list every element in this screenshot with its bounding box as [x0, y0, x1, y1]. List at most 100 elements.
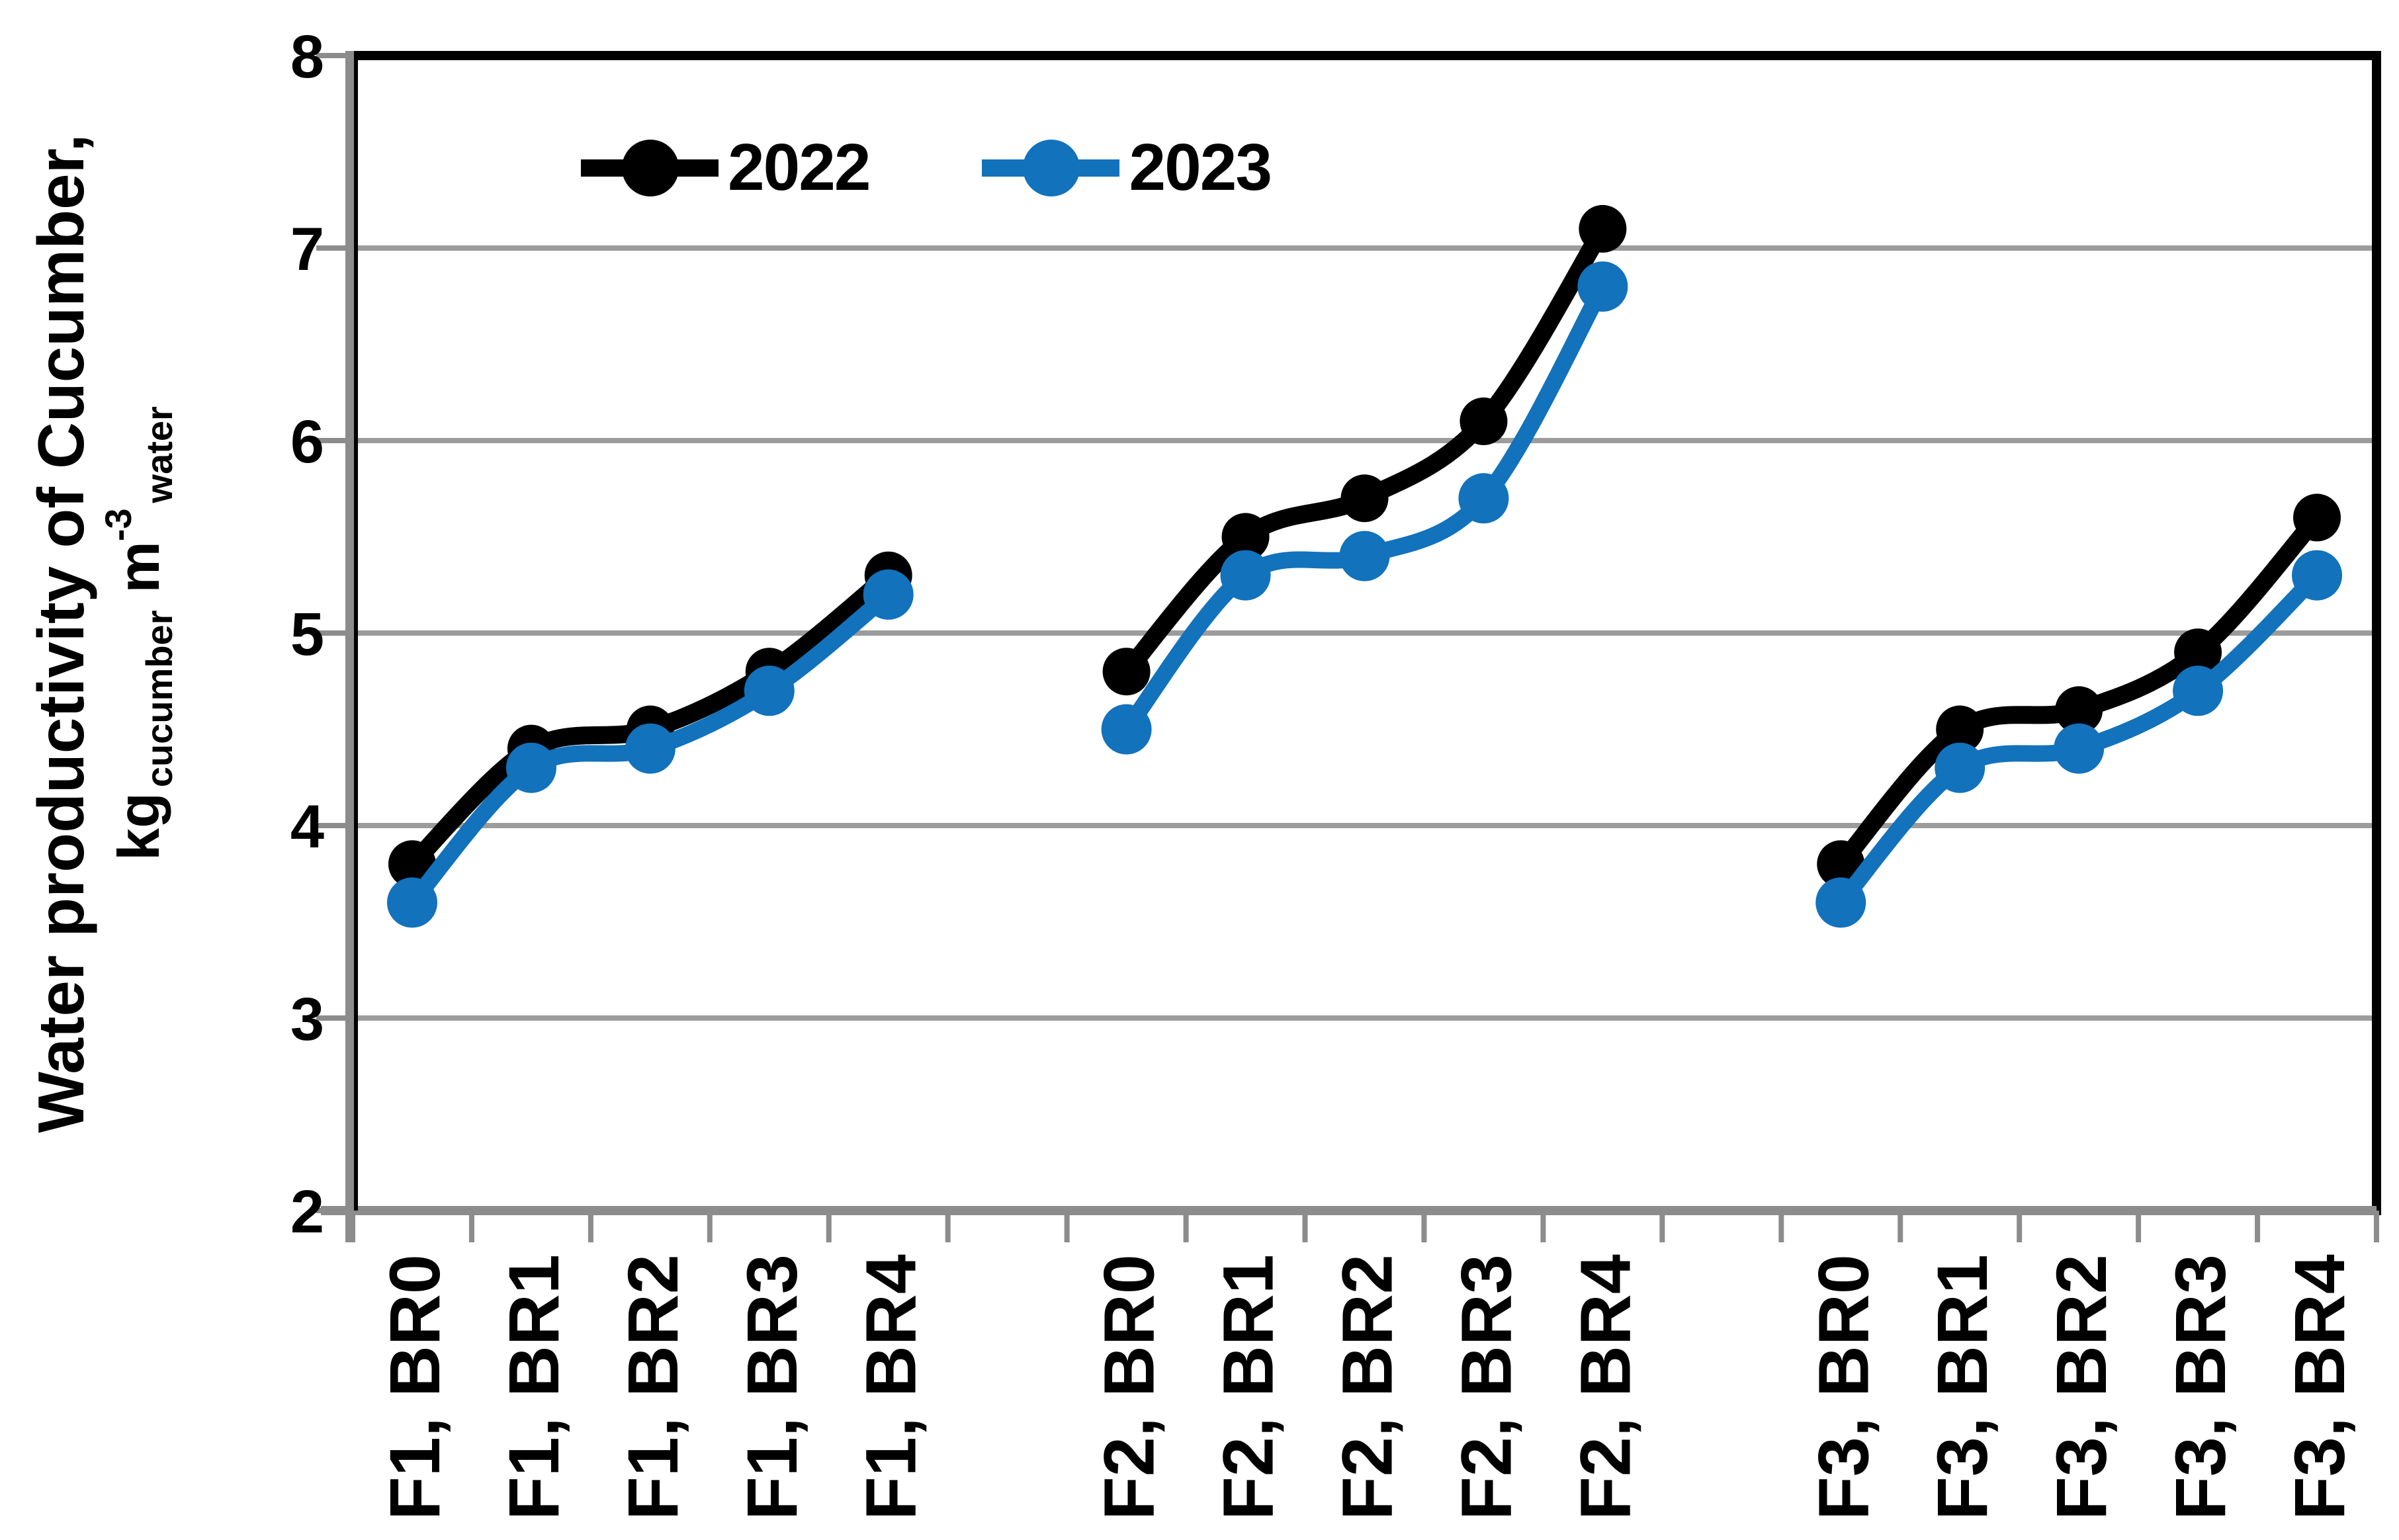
y-unit-sub-water: water: [138, 406, 180, 503]
data-point-2023: [505, 742, 556, 793]
y-unit-exponent: -3: [97, 508, 139, 542]
data-point-2023: [1935, 742, 1985, 793]
x-tick: [826, 1211, 832, 1242]
data-point-2023: [625, 723, 676, 774]
x-tick: [1064, 1211, 1070, 1242]
y-unit-m: m: [105, 541, 171, 593]
x-category-label: F2, BR1: [1208, 1254, 1288, 1520]
y-axis-title: Water productivity of Cucumber, kgcucumb…: [24, 46, 181, 1220]
legend-label-2023: 2023: [1129, 130, 1272, 204]
data-point-2022: [2055, 686, 2103, 734]
x-tick: [1302, 1211, 1308, 1242]
y-tick: [316, 438, 351, 443]
x-tick: [945, 1211, 951, 1242]
y-unit-prefix: kg: [105, 792, 171, 861]
data-point-2023: [2292, 550, 2343, 601]
x-category-label: F1, BR4: [851, 1254, 931, 1520]
x-category-label: F1, BR1: [494, 1254, 574, 1520]
x-tick: [2136, 1211, 2142, 1242]
x-tick: [2255, 1211, 2261, 1242]
series-line-2022: [1117, 220, 1612, 681]
y-tick-label: 2: [290, 1178, 324, 1246]
x-category-label: F2, BR3: [1446, 1254, 1526, 1520]
y-axis-line: [345, 51, 354, 1242]
y-axis-title-line1: Water productivity of Cucumber,: [24, 134, 97, 1133]
y-tick: [316, 823, 351, 828]
x-tick: [2374, 1211, 2379, 1242]
y-axis-title-line2: kgcucumber m-3 water: [97, 46, 181, 1220]
x-category-label: F3, BR3: [2160, 1254, 2240, 1520]
x-tick: [2017, 1211, 2023, 1242]
plot-top-border: [353, 51, 2381, 60]
data-point-2023: [386, 877, 437, 928]
x-tick: [1778, 1211, 1784, 1242]
data-point-2023: [1220, 550, 1271, 601]
legend-item-2022: 2022: [581, 130, 871, 206]
x-tick: [1183, 1211, 1189, 1242]
data-point-2023: [1458, 473, 1509, 524]
x-category-label: F2, BR0: [1089, 1254, 1169, 1520]
x-tick: [1540, 1211, 1546, 1242]
y-tick: [316, 53, 351, 58]
y-axis-inner-line: [354, 51, 358, 1211]
gridline: [353, 823, 2377, 828]
x-category-label: F2, BR2: [1327, 1254, 1407, 1520]
y-tick-label: 4: [290, 793, 324, 861]
data-point-2022: [1102, 648, 1151, 696]
data-point-2022: [1460, 397, 1508, 445]
data-point-2023: [1577, 261, 1628, 312]
gridline: [353, 438, 2377, 443]
data-point-2022: [2174, 628, 2222, 677]
y-tick: [316, 245, 351, 251]
data-point-2023: [1101, 704, 1152, 755]
gridline: [353, 245, 2377, 251]
legend: 2022 2023: [581, 130, 1272, 206]
x-category-label: F1, BR0: [374, 1254, 455, 1520]
x-tick: [1659, 1211, 1665, 1242]
data-point-2022: [1221, 513, 1270, 561]
data-point-2023: [863, 569, 914, 620]
x-category-label: F2, BR4: [1565, 1254, 1645, 1520]
data-point-2022: [2293, 493, 2341, 542]
x-tick: [707, 1211, 713, 1242]
y-tick-label: 6: [290, 408, 324, 476]
legend-label-2022: 2022: [728, 130, 871, 204]
data-point-2022: [1340, 474, 1389, 523]
data-point-2022: [1579, 204, 1627, 253]
gridline: [353, 1015, 2377, 1021]
x-category-label: F3, BR2: [2041, 1254, 2121, 1520]
plot-right-border: [2372, 51, 2381, 1215]
legend-dot-icon: [1023, 139, 1080, 196]
gridline: [353, 630, 2377, 636]
data-point-2023: [1815, 877, 1866, 928]
y-tick: [316, 1015, 351, 1021]
legend-marker-2023: [982, 139, 1120, 196]
x-tick: [1421, 1211, 1427, 1242]
y-tick-label: 8: [290, 23, 324, 91]
legend-dot-icon: [622, 139, 679, 196]
y-tick-label: 7: [290, 216, 324, 283]
x-category-label: F3, BR4: [2279, 1254, 2359, 1520]
x-category-label: F3, BR0: [1803, 1254, 1883, 1520]
y-tick-label: 3: [290, 986, 324, 1053]
data-point-2023: [2173, 665, 2224, 716]
y-tick: [316, 1208, 351, 1213]
x-category-label: F1, BR2: [613, 1254, 693, 1520]
data-point-2023: [1339, 531, 1390, 581]
x-tick: [468, 1211, 474, 1242]
x-category-label: F3, BR1: [1922, 1254, 2002, 1520]
data-point-2022: [1936, 705, 1984, 753]
data-point-2023: [744, 665, 795, 716]
legend-marker-2022: [581, 139, 719, 196]
x-category-label: F1, BR3: [732, 1254, 812, 1520]
y-unit-sub-cucumber: cucumber: [138, 610, 180, 788]
data-point-2023: [2054, 723, 2105, 774]
x-tick: [588, 1211, 593, 1242]
y-tick-label: 5: [290, 601, 324, 668]
x-axis-line: [321, 1206, 2377, 1215]
x-tick: [1897, 1211, 1903, 1242]
legend-item-2023: 2023: [982, 130, 1272, 206]
y-tick: [316, 630, 351, 636]
